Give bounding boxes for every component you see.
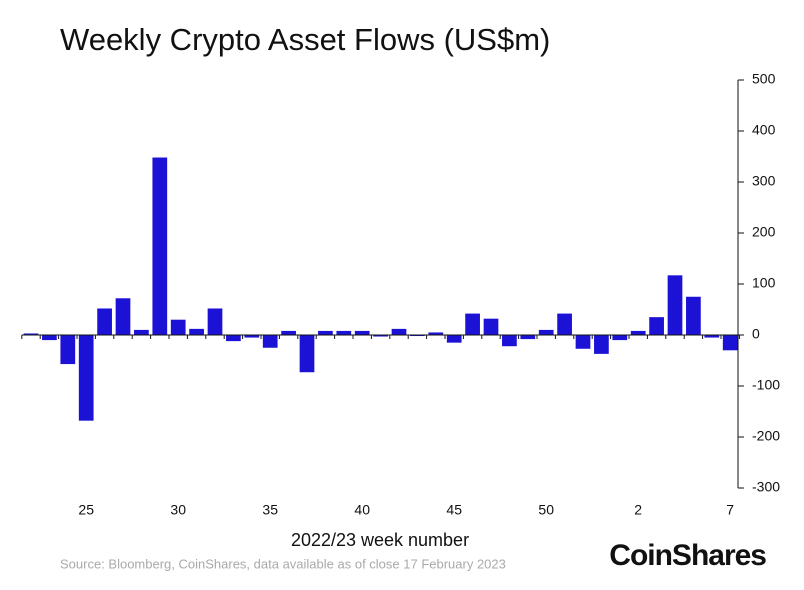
bar [189,328,204,335]
bar [170,319,186,335]
source-note: Source: Bloomberg, CoinShares, data avai… [60,556,506,571]
bar [538,329,554,335]
bar [226,335,241,342]
bar [60,335,76,365]
y-tick-label: 400 [752,122,776,138]
y-tick-label: 300 [752,173,776,189]
y-tick-label: 0 [752,326,760,342]
bar [630,330,646,335]
brand-logo: CoinShares [609,539,766,572]
x-tick-label: 25 [78,502,94,518]
bar [318,330,333,335]
bar [594,335,609,354]
bar [686,296,701,335]
bar [354,330,370,335]
bar [722,335,738,351]
bar [649,317,664,335]
bar [428,332,444,335]
bar [97,308,112,335]
bar [23,333,39,335]
x-tick-label: 2 [634,502,642,518]
bar [115,298,131,335]
y-tick-label: 200 [752,224,776,240]
bar [575,335,591,349]
bar [262,335,278,348]
y-tick-label: 100 [752,275,776,291]
bar [465,313,480,335]
y-tick-label: -100 [752,377,780,393]
bar [704,335,720,338]
bar [134,329,149,335]
bar [483,318,499,335]
y-tick-label: 500 [752,71,776,87]
bar [557,313,572,335]
bar [391,328,407,335]
bar [612,335,628,341]
bar [502,335,517,347]
bar [520,335,536,340]
x-tick-label: 30 [170,502,186,518]
bar [667,275,683,335]
y-tick-label: -300 [752,479,780,495]
bar [373,335,388,337]
bar [446,335,462,343]
x-tick-label: 40 [354,502,370,518]
bar [299,335,315,373]
x-tick-label: 7 [726,502,734,518]
bar [281,330,296,335]
x-tick-label: 35 [262,502,278,518]
x-axis-label: 2022/23 week number [291,530,469,550]
chart-title: Weekly Crypto Asset Flows (US$m) [60,22,550,57]
x-tick-label: 50 [538,502,554,518]
bar [207,308,223,335]
bar [410,335,425,337]
bar [42,335,57,341]
bar [336,330,352,335]
x-tick-label: 45 [446,502,462,518]
bar [244,335,260,338]
y-tick-label: -200 [752,428,780,444]
bar [78,335,94,421]
bar [152,157,168,335]
